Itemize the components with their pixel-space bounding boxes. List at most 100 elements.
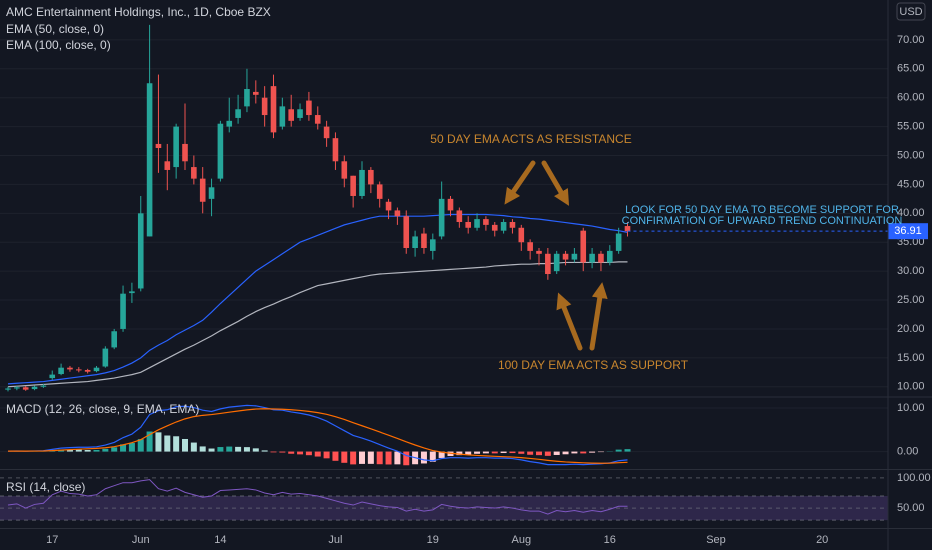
histogram-bar	[420, 451, 427, 464]
candle-body	[536, 250, 542, 254]
y-tick-label: 20.00	[897, 323, 925, 335]
candle-body	[562, 253, 569, 260]
candle-body	[474, 219, 480, 228]
candle-body	[598, 253, 604, 263]
candle-body	[491, 224, 498, 231]
candle-body	[155, 143, 162, 148]
x-tick-label: 17	[46, 534, 58, 546]
candle-body	[67, 367, 73, 370]
histogram-bar	[491, 451, 498, 454]
arrow	[504, 160, 536, 205]
candle-body	[164, 161, 171, 170]
currency: USD	[899, 6, 922, 18]
x-tick-label: 14	[214, 534, 226, 546]
candle-body	[84, 369, 91, 372]
histogram-bar	[394, 451, 401, 465]
x-tick-label: 20	[816, 534, 828, 546]
macd-title: MACD (12, 26, close, 9, EMA, EMA)	[6, 402, 199, 416]
candle-body	[261, 97, 268, 116]
histogram-bar	[589, 451, 596, 453]
y-tick-label: 10.00	[897, 381, 925, 393]
y-tick-label: 65.00	[897, 63, 925, 75]
legend-entry: EMA (100, close, 0)	[6, 38, 111, 52]
y-tick-label: 60.00	[897, 92, 925, 104]
candle-body	[341, 161, 348, 179]
histogram-bar	[314, 451, 321, 457]
candle-body	[589, 253, 595, 263]
legend-entry: EMA (50, close, 0)	[6, 22, 104, 36]
candle-body	[288, 109, 294, 121]
histogram-bar	[350, 451, 357, 465]
candle-body	[58, 367, 64, 375]
candle-body	[253, 91, 259, 95]
histogram-bar	[208, 448, 215, 452]
candle-body	[624, 226, 631, 232]
histogram-bar	[536, 451, 542, 456]
candle-body	[137, 213, 144, 289]
candle-body	[244, 89, 250, 107]
ema-line	[7, 261, 628, 388]
y-tick-label: 15.00	[897, 352, 925, 364]
histogram-bar	[75, 449, 82, 452]
candle-body	[22, 387, 29, 390]
candle-body	[553, 253, 560, 272]
histogram-bar	[580, 451, 587, 454]
candle-body	[270, 86, 277, 133]
histogram-bar	[544, 451, 551, 456]
y-tick-label: 55.00	[897, 121, 925, 133]
histogram-bar	[146, 431, 153, 452]
candle-body	[350, 175, 356, 196]
rsi-line	[7, 479, 628, 515]
histogram-bar	[429, 451, 436, 462]
currency-box[interactable]	[896, 2, 926, 21]
histogram-bar	[235, 446, 242, 452]
candle-body	[545, 253, 551, 275]
annotation: CONFIRMATION OF UPWARD TREND CONTINUATIO…	[622, 215, 903, 227]
histogram-bar	[624, 449, 631, 452]
chart-title: AMC Entertainment Holdings, Inc., 1D, Cb…	[6, 5, 271, 19]
histogram-bar	[571, 451, 578, 454]
macd-line	[7, 404, 628, 466]
histogram-bar	[376, 451, 383, 465]
candle-body	[580, 230, 587, 263]
histogram-bar	[155, 432, 162, 452]
histogram-bar	[562, 451, 569, 455]
histogram-bar	[279, 451, 286, 453]
histogram-bar	[226, 446, 233, 452]
candle-body	[102, 348, 109, 367]
candle-body	[412, 236, 418, 249]
y-tick-label: 70.00	[897, 34, 925, 46]
histogram-bar	[456, 451, 463, 456]
candle-body	[518, 227, 525, 243]
histogram-bar	[359, 451, 365, 464]
histogram-bar	[137, 439, 144, 452]
histogram-bar	[111, 447, 118, 452]
candle-body	[129, 291, 135, 294]
last-price-box	[888, 223, 928, 240]
histogram-bar	[252, 448, 259, 452]
x-tick-label: Sep	[706, 534, 726, 546]
histogram-bar	[120, 444, 127, 452]
y-tick-label: 50.00	[897, 502, 925, 514]
y-tick-label: 50.00	[897, 149, 925, 161]
candle-body	[49, 374, 56, 379]
histogram-bar	[553, 451, 560, 455]
histogram-bar	[270, 451, 277, 453]
candle-body	[279, 106, 286, 127]
candle-body	[509, 221, 516, 228]
y-tick-label: 45.00	[897, 178, 925, 190]
histogram-bar	[84, 450, 91, 452]
histogram-bar	[323, 451, 330, 459]
histogram-bar	[243, 447, 250, 452]
histogram-bar	[482, 451, 489, 454]
annotation: 100 DAY EMA ACTS AS SUPPORT	[498, 358, 689, 372]
histogram-bar	[182, 438, 188, 452]
candle-body	[607, 250, 613, 263]
candle-body	[421, 233, 427, 249]
x-tick-label: Jun	[132, 534, 150, 546]
candle-body	[146, 83, 153, 237]
candle-body	[191, 167, 197, 179]
histogram-bar	[403, 451, 410, 466]
candle-body	[217, 123, 224, 179]
